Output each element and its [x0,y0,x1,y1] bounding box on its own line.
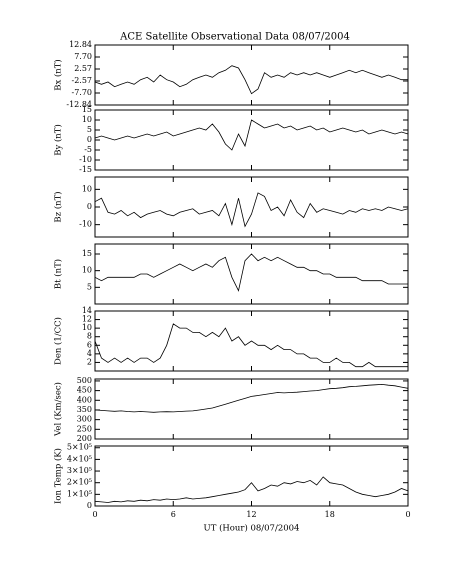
y-axis-label: Bt (nT) [53,259,64,289]
y-tick-label: 12 [82,315,92,324]
y-tick-label: 8 [87,332,92,341]
y-axis-label: Bx (nT) [53,59,64,91]
y-tick-label: -2.57 [71,76,92,85]
x-tick-label: 18 [325,510,335,519]
y-tick-label: 10 [82,115,92,124]
y-tick-label: 15 [82,105,92,114]
y-tick-label: 4×10⁵ [67,454,92,463]
x-tick-label: 0 [405,510,410,519]
y-tick-label: 350 [77,405,92,414]
y-tick-label: 1×10⁵ [67,489,92,498]
y-axis-label: By (nT) [53,124,64,156]
y-axis-label: Bz (nT) [53,191,64,222]
y-tick-label: -10 [79,155,92,164]
y-tick-label: -10 [79,220,92,229]
y-tick-label: 450 [77,386,92,395]
y-tick-label: 10 [82,266,92,275]
data-line [94,192,409,228]
panel-frame [94,44,409,106]
data-line [94,476,409,503]
data-line [94,65,408,95]
y-tick-label: 500 [77,376,92,385]
x-tick-label: 0 [92,510,97,519]
y-tick-label: 0 [87,501,92,510]
y-tick-label: 5×10⁵ [67,443,92,452]
panel-frame [94,378,409,440]
panel-frame [94,445,409,507]
y-tick-label: -7.70 [71,88,92,97]
data-line [94,383,409,413]
y-axis-label: Ion Temp (K) [53,448,64,504]
y-tick-label: -15 [79,165,92,174]
panel-frame [94,109,409,171]
y-tick-label: 6 [87,340,92,349]
y-tick-label: 15 [82,249,92,258]
y-tick-label: 10 [82,323,92,332]
chart-title: ACE Satellite Observational Data 08/07/2… [119,32,350,43]
y-tick-label: 12.84 [69,40,92,49]
x-tick-label: 6 [171,510,176,519]
y-tick-label: 250 [77,424,92,433]
y-tick-label: 0 [87,135,92,144]
x-axis-label: UT (Hour) 08/07/2004 [204,523,300,534]
y-tick-label: 4 [87,349,92,358]
x-tick-label: 12 [246,510,256,519]
y-axis-label: Den (1/CC) [53,317,64,365]
data-line [94,323,408,368]
y-tick-label: -12.84 [66,100,92,109]
y-tick-label: 400 [77,395,92,404]
y-tick-label: 2 [87,357,92,366]
y-tick-label: 300 [77,415,92,424]
y-tick-label: 2.57 [74,64,92,73]
y-tick-label: 5 [87,282,92,291]
y-tick-label: 14 [82,306,92,315]
y-tick-label: 3×10⁵ [67,466,92,475]
y-tick-label: 5 [87,125,92,134]
data-line [94,119,409,151]
y-axis-label: Vel (Km/sec) [53,382,64,437]
panel-frame [94,176,409,238]
y-tick-label: 10 [82,184,92,193]
y-tick-label: 0 [87,202,92,211]
y-tick-label: -5 [84,145,92,154]
y-tick-label: 7.70 [74,52,92,61]
data-line [94,253,408,292]
y-tick-label: 2×10⁵ [67,478,92,487]
y-tick-label: 200 [77,434,92,443]
